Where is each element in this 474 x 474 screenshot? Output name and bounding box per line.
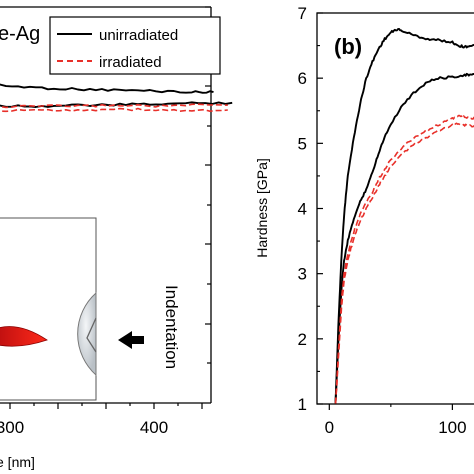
panel-b-series-line-3 (334, 122, 474, 404)
panel-a-inset: Indentation (0, 217, 181, 401)
legend-label-unirradiated: unirradiated (99, 27, 178, 44)
panel-a-bottom-ticks (9, 403, 203, 409)
panel-b-ytick-2: 2 (298, 330, 307, 349)
panel-b-xtick-100: 100 (438, 418, 466, 437)
panel-b-series-line-2 (334, 114, 474, 404)
legend-label-irradiated: irradiated (99, 54, 162, 71)
panel-a-series-group (0, 83, 233, 113)
panel-a-series-line-2 (0, 103, 228, 109)
panel-a-series-line-0 (0, 83, 214, 94)
panel-b-series-line-1 (334, 72, 474, 404)
panel-b-label: (b) (334, 34, 362, 59)
inset-sphere (77, 291, 97, 377)
inset-red-plume (0, 326, 48, 347)
panel-b-series-line-0 (334, 28, 474, 404)
panel-b-xticks: 0 100 (325, 404, 467, 437)
legend-box (49, 16, 221, 75)
panel-b-ytick-3: 3 (298, 265, 307, 284)
panel-b-xtick-0: 0 (325, 418, 334, 437)
inset-indenter-notch (86, 317, 97, 353)
panel-a-title: e-Ag (0, 23, 40, 45)
inset-box (0, 217, 97, 401)
panel-b-yticks: 1 2 3 4 5 6 7 (298, 4, 323, 414)
panel-a-series-line-3 (0, 107, 228, 113)
panel-a-xlabel: e [nm] (0, 454, 35, 470)
indentation-arrow-icon (118, 331, 144, 349)
panel-b-ytick-6: 6 (298, 69, 307, 88)
panel-b-ytick-4: 4 (298, 200, 307, 219)
panel-b-ytick-1: 1 (298, 395, 307, 414)
inset-indentation-label: Indentation (162, 285, 181, 369)
panel-a: 300 400 e [nm] e-Ag unirradiated irradia… (0, 6, 233, 470)
panel-b-ytick-5: 5 (298, 134, 307, 153)
panel-b-ytick-7: 7 (298, 4, 307, 23)
panel-b-ylabel: Hardness [GPa] (254, 158, 270, 258)
panel-b-frame (316, 12, 474, 405)
panel-a-legend: unirradiated irradiated (49, 16, 221, 75)
panel-b-series-group (334, 28, 474, 404)
panel-b: 1 2 3 4 5 6 7 0 100 Hardness [GPa] (b) (254, 4, 474, 437)
panel-a-xtick-400: 400 (140, 418, 168, 437)
panel-a-xtick-300: 300 (0, 418, 24, 437)
